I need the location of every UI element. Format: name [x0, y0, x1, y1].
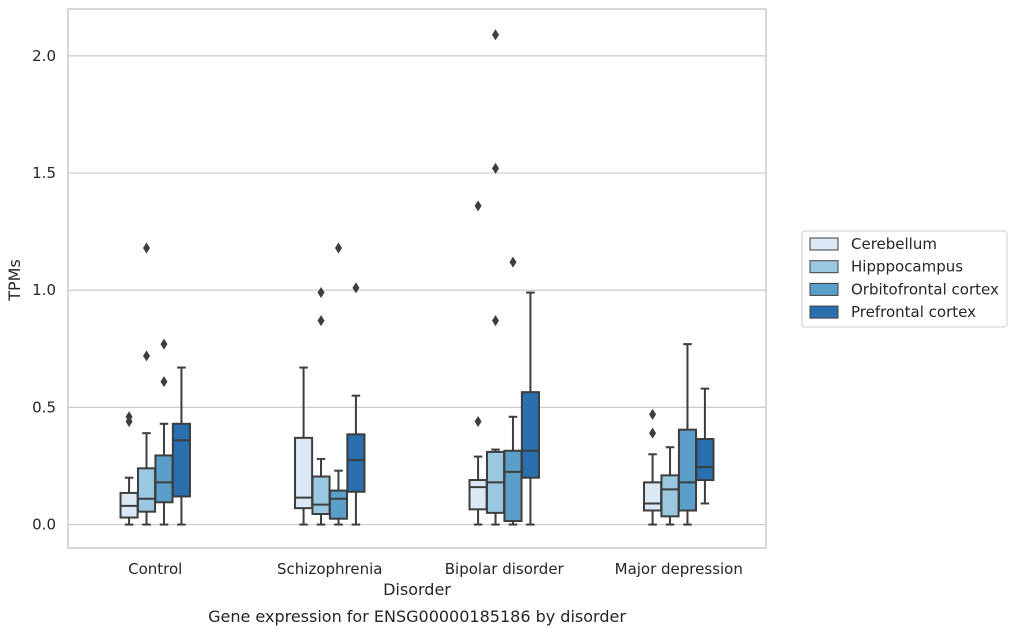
box-2-1 — [485, 29, 506, 526]
legend-items: Cerebellum Hipppocampus Orbitofrontal cort… — [809, 235, 999, 321]
x-tick-labels: Control Schizophrenia Bipolar disorder Majo… — [128, 560, 743, 578]
outlier-point — [143, 350, 151, 362]
box-1-1 — [311, 287, 331, 526]
box-0-0 — [119, 411, 139, 526]
outlier-point — [509, 256, 517, 268]
box-groups — [119, 29, 715, 526]
x-tick-label: Bipolar disorder — [445, 560, 565, 578]
outlier-point — [474, 415, 482, 427]
box-0-3 — [171, 366, 191, 526]
outlier-point — [317, 315, 325, 327]
box-3-3 — [695, 387, 715, 505]
legend-swatch — [809, 260, 839, 274]
box-body — [346, 433, 366, 493]
box-body — [520, 391, 540, 479]
outlier-point — [317, 287, 325, 299]
legend-swatch — [809, 237, 839, 251]
outlier-point — [160, 376, 168, 388]
box-body — [311, 475, 331, 516]
legend: Cerebellum Hipppocampus Orbitofrontal cort… — [801, 230, 1008, 328]
y-tick-label: 0.5 — [32, 398, 56, 416]
x-tick-label: Major depression — [615, 560, 743, 578]
outlier-point — [492, 162, 500, 174]
legend-label: Prefrontal cortex — [851, 303, 976, 321]
x-axis-label: Disorder — [383, 580, 451, 599]
outlier-point — [160, 338, 168, 350]
box-body — [677, 428, 698, 512]
y-tick-labels: 0.0 0.5 1.0 1.5 2.0 — [32, 47, 56, 534]
outlier-point — [352, 282, 360, 294]
box-body — [328, 489, 349, 520]
outlier-point — [125, 411, 133, 423]
outlier-point — [143, 242, 151, 254]
y-tick-label: 1.0 — [32, 281, 56, 299]
chart-caption: Gene expression for ENSG00000185186 by d… — [208, 607, 626, 626]
legend-label: Orbitofrontal cortex — [851, 280, 999, 298]
y-tick-label: 0.0 — [32, 516, 56, 534]
outlier-point — [334, 242, 342, 254]
box-2-3 — [520, 291, 540, 526]
box-0-1 — [136, 242, 157, 526]
outlier-point — [649, 427, 657, 439]
box-0-2 — [154, 338, 174, 526]
y-axis-label: TPMs — [5, 259, 24, 302]
box-1-2 — [328, 242, 349, 526]
box-body — [171, 422, 191, 498]
outlier-point — [492, 29, 500, 41]
plot-frame — [67, 8, 767, 549]
box-body — [503, 449, 523, 523]
box-body — [660, 474, 680, 518]
box-body — [294, 436, 314, 510]
legend-swatch — [809, 305, 839, 319]
box-body — [695, 438, 715, 482]
box-1-3 — [346, 282, 366, 526]
box-body — [468, 479, 488, 511]
outlier-point — [474, 200, 482, 212]
box-1-0 — [294, 366, 314, 526]
legend-swatch — [809, 282, 839, 296]
x-tick-label: Control — [128, 560, 182, 578]
box-2-0 — [468, 200, 488, 526]
outlier-point — [649, 408, 657, 420]
legend-label: Hipppocampus — [851, 258, 963, 276]
legend-label: Cerebellum — [851, 235, 937, 253]
box-body — [136, 467, 157, 513]
box-3-0 — [643, 408, 663, 526]
box-3-1 — [660, 446, 680, 526]
box-body — [643, 481, 663, 512]
box-2-2 — [503, 256, 523, 526]
legend-frame — [801, 230, 1008, 328]
x-tick-label: Schizophrenia — [277, 560, 382, 578]
box-3-2 — [677, 343, 698, 526]
outlier-point — [492, 315, 500, 327]
box-body — [154, 454, 174, 504]
y-tick-label: 2.0 — [32, 47, 56, 65]
y-tick-label: 1.5 — [32, 164, 56, 182]
